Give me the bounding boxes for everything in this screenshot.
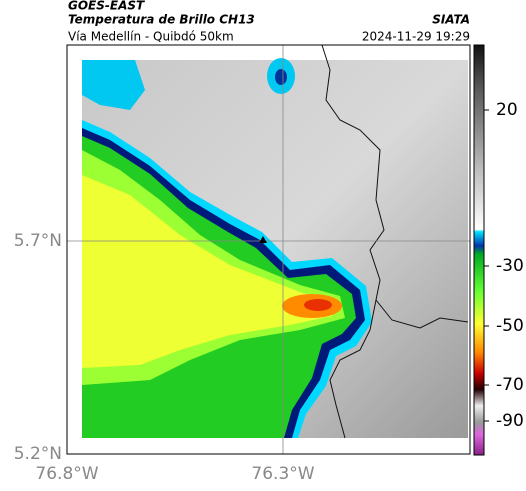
colorbar-tick-label: 20 xyxy=(496,100,518,120)
timestamp: 2024-11-29 19:29 xyxy=(362,30,470,44)
lon-label: 76.8°W xyxy=(35,464,98,484)
cloud-blob-core xyxy=(275,69,287,85)
colorbar-tick-label: -50 xyxy=(496,316,524,336)
source: SIATA xyxy=(432,13,470,27)
boundary xyxy=(321,44,469,329)
lat-label: 5.7°N xyxy=(14,231,62,251)
colorbar xyxy=(473,44,485,456)
map-frame xyxy=(66,44,471,455)
subtitle: Temperatura de Brillo CH13 xyxy=(68,13,255,27)
colorbar-tick-label: -90 xyxy=(496,411,524,431)
boundary xyxy=(329,299,377,439)
cloud-corner xyxy=(82,60,145,110)
route: Vía Medellín - Quibdó 50km xyxy=(68,30,234,44)
title: GOES-EAST xyxy=(68,0,145,13)
cloud-yellow xyxy=(82,175,335,368)
cloud-red xyxy=(304,299,332,311)
lon-label: 76.3°W xyxy=(251,464,314,484)
colorbar-tick-label: -30 xyxy=(496,256,524,276)
location-marker xyxy=(259,236,267,243)
colorbar-tick-label: -70 xyxy=(496,375,524,395)
lat-label: 5.2°N xyxy=(14,444,62,464)
map xyxy=(66,44,471,455)
